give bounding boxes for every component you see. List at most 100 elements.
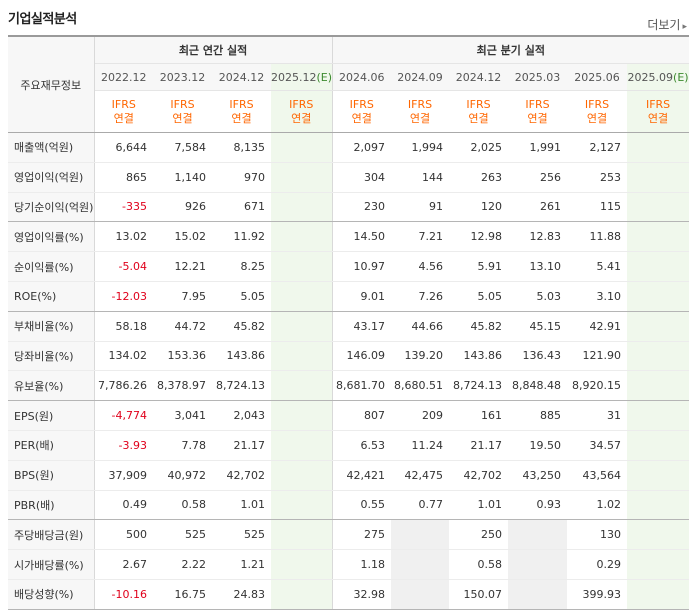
table-cell: 42.91 <box>567 311 628 342</box>
annual-group-header: 최근 연간 실적 <box>94 36 333 64</box>
table-cell: -335 <box>94 192 153 223</box>
table-cell: 7,786.26 <box>94 370 153 402</box>
table-cell: 5.41 <box>567 251 628 282</box>
table-cell: 1.01 <box>212 490 271 521</box>
table-cell: 5.05 <box>212 281 271 312</box>
period-label: 2024.06 <box>339 70 385 84</box>
row-label: 배당성향(%) <box>8 579 95 610</box>
table-cell <box>271 430 333 461</box>
table-cell: 2.22 <box>153 549 212 580</box>
table-cell: 14.50 <box>331 221 392 253</box>
table-cell: 8,920.15 <box>567 370 628 402</box>
table-cell: 115 <box>567 192 628 223</box>
table-cell: 13.02 <box>94 221 153 253</box>
table-row: ROE(%) -12.03 7.95 5.05 9.01 7.26 5.05 5.03 3.10 <box>8 281 690 312</box>
table-cell <box>627 430 690 461</box>
table-cell: 7.95 <box>153 281 212 312</box>
row-label: 순이익률(%) <box>8 251 95 282</box>
table-cell: 500 <box>94 519 153 551</box>
table-cell: 2,043 <box>212 400 271 431</box>
table-cell <box>508 549 568 580</box>
table-cell: -5.04 <box>94 251 153 282</box>
table-cell <box>271 251 333 282</box>
table-row: 당기순이익(억원) -335 926 671 230 91 120 261 115 <box>8 192 690 223</box>
financial-table: 주요재무정보 최근 연간 실적 최근 분기 실적 2022.12 2023.12 2… <box>8 35 690 610</box>
ifrs-standard: IFRS <box>645 97 671 111</box>
more-link[interactable]: 더보기 ▸ <box>647 16 687 33</box>
table-cell: 3,041 <box>153 400 212 431</box>
ifrs-label: IFRS 연결 <box>567 90 628 133</box>
table-cell: 44.72 <box>153 311 212 342</box>
period-header: 2024.06 <box>331 63 392 91</box>
table-cell <box>627 192 690 223</box>
table-cell: -10.16 <box>94 579 153 610</box>
table-row: 당좌비율(%) 134.02 153.36 143.86 146.09 139.20 143… <box>8 341 690 372</box>
table-row: 매출액(억원) 6,644 7,584 8,135 2,097 1,994 2,025 1,9… <box>8 132 690 163</box>
table-cell: 58.18 <box>94 311 153 342</box>
table-cell <box>627 281 690 312</box>
table-cell: 31 <box>567 400 628 431</box>
table-cell: 15.02 <box>153 221 212 253</box>
ifrs-standard: IFRS <box>229 97 254 111</box>
table-cell: 8,724.13 <box>212 370 271 402</box>
table-cell: 120 <box>449 192 509 223</box>
table-cell: 7.21 <box>391 221 450 253</box>
row-label: PBR(배) <box>8 490 95 521</box>
more-label[interactable]: 더보기 <box>647 18 681 32</box>
row-label: 부채비율(%) <box>8 311 95 342</box>
table-cell <box>271 579 333 610</box>
ifrs-label: IFRS 연결 <box>212 90 271 133</box>
row-label: 유보율(%) <box>8 370 95 402</box>
table-cell <box>627 460 690 491</box>
period-label: 2025.06 <box>574 70 620 84</box>
ifrs-consolidated: 연결 <box>527 111 548 125</box>
table-cell: 261 <box>508 192 568 223</box>
period-header: 2025.03 <box>508 63 568 91</box>
ifrs-label: IFRS 연결 <box>271 90 333 133</box>
table-cell <box>391 549 450 580</box>
period-header: 2022.12 <box>94 63 153 91</box>
table-cell <box>271 281 333 312</box>
table-cell: 8.25 <box>212 251 271 282</box>
table-cell <box>391 579 450 610</box>
table-row: 배당성향(%) -10.16 16.75 24.83 32.98 150.07 399.93 <box>8 579 690 610</box>
ifrs-consolidated: 연결 <box>231 111 252 125</box>
table-cell: 671 <box>212 192 271 223</box>
table-cell <box>627 162 690 193</box>
table-cell: 150.07 <box>449 579 509 610</box>
table-cell: 42,702 <box>212 460 271 491</box>
table-cell: 37,909 <box>94 460 153 491</box>
table-cell: 2,025 <box>449 132 509 163</box>
table-cell: -12.03 <box>94 281 153 312</box>
table-cell: 136.43 <box>508 341 568 372</box>
table-cell: 209 <box>391 400 450 431</box>
table-cell: 1,994 <box>391 132 450 163</box>
table-cell: 0.93 <box>508 490 568 521</box>
table-cell <box>627 400 690 431</box>
table-cell: 256 <box>508 162 568 193</box>
table-cell: 44.66 <box>391 311 450 342</box>
table-cell <box>271 370 333 402</box>
table-cell: 45.15 <box>508 311 568 342</box>
table-cell: 885 <box>508 400 568 431</box>
period-header: 2025.09(E) <box>627 63 690 91</box>
table-cell <box>271 490 333 521</box>
period-header: 2024.09 <box>391 63 450 91</box>
row-header-title: 주요재무정보 <box>8 36 95 133</box>
ifrs-standard: IFRS <box>111 97 136 111</box>
table-cell: 525 <box>212 519 271 551</box>
period-header: 2025.12(E) <box>271 63 332 91</box>
period-label: 2023.12 <box>159 70 206 84</box>
table-cell: 13.10 <box>508 251 568 282</box>
row-label: 시가배당률(%) <box>8 549 95 580</box>
period-label: 2024.09 <box>397 70 443 84</box>
table-cell <box>627 370 690 402</box>
table-cell: 134.02 <box>94 341 153 372</box>
table-cell: 970 <box>212 162 271 193</box>
table-cell: 42,421 <box>331 460 392 491</box>
table-cell <box>508 519 568 551</box>
table-cell <box>627 549 690 580</box>
table-cell: 1.21 <box>212 549 271 580</box>
estimate-mark: (E) <box>673 70 689 84</box>
table-cell <box>627 519 690 551</box>
